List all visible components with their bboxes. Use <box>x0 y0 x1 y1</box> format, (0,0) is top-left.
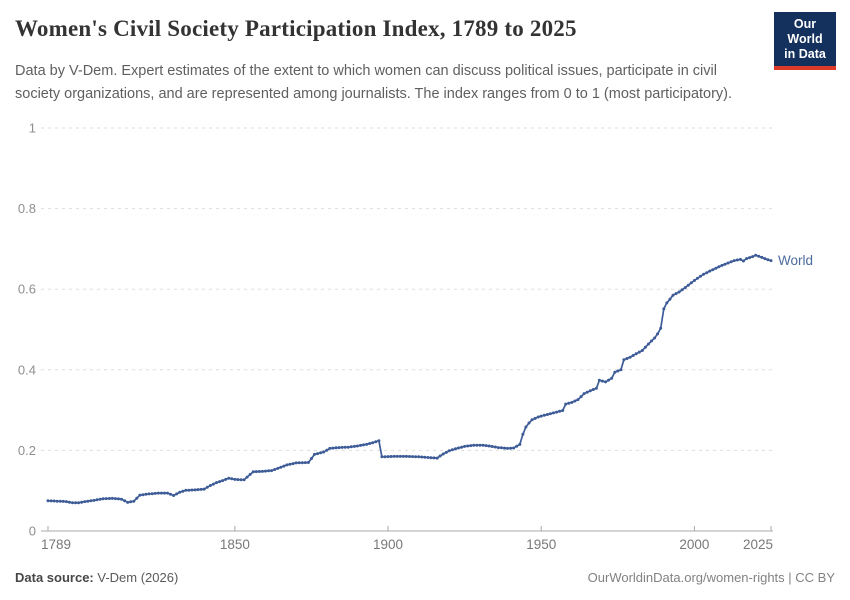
y-axis-labels: 0 0.2 0.4 0.6 0.8 1 <box>18 121 36 539</box>
world-line-path <box>47 254 772 504</box>
owid-logo-line2: in Data <box>784 47 826 61</box>
owid-logo: Our World in Data <box>774 12 836 70</box>
x-axis <box>47 526 772 531</box>
svg-text:1900: 1900 <box>373 537 403 552</box>
x-axis-labels: 1789 1850 1900 1950 2000 2025 <box>41 537 773 552</box>
svg-text:0.6: 0.6 <box>18 282 36 297</box>
svg-text:2025: 2025 <box>743 537 773 552</box>
chart-footer: Data source: V-Dem (2026) OurWorldinData… <box>15 570 835 588</box>
chart-subtitle: Data by V-Dem. Expert estimates of the e… <box>15 63 733 102</box>
svg-text:0.8: 0.8 <box>18 201 36 216</box>
data-point-markers <box>46 253 773 505</box>
svg-text:0: 0 <box>29 524 36 539</box>
svg-text:1: 1 <box>29 121 36 136</box>
owid-logo-line1: Our World <box>787 17 823 46</box>
data-source-value: V-Dem (2026) <box>97 570 179 585</box>
svg-text:1950: 1950 <box>526 537 556 552</box>
series-label-world: World <box>778 253 813 268</box>
svg-text:0.2: 0.2 <box>18 443 36 458</box>
y-gridlines <box>41 127 773 532</box>
data-source: Data source: V-Dem (2026) <box>15 570 178 585</box>
page-title: Women's Civil Society Participation Inde… <box>15 16 577 41</box>
data-source-label: Data source: <box>15 570 94 585</box>
svg-text:0.4: 0.4 <box>18 362 36 377</box>
credit-url: OurWorldinData.org/women-rights | CC BY <box>587 570 835 585</box>
svg-text:2000: 2000 <box>679 537 709 552</box>
svg-text:1789: 1789 <box>41 537 71 552</box>
svg-text:1850: 1850 <box>220 537 250 552</box>
